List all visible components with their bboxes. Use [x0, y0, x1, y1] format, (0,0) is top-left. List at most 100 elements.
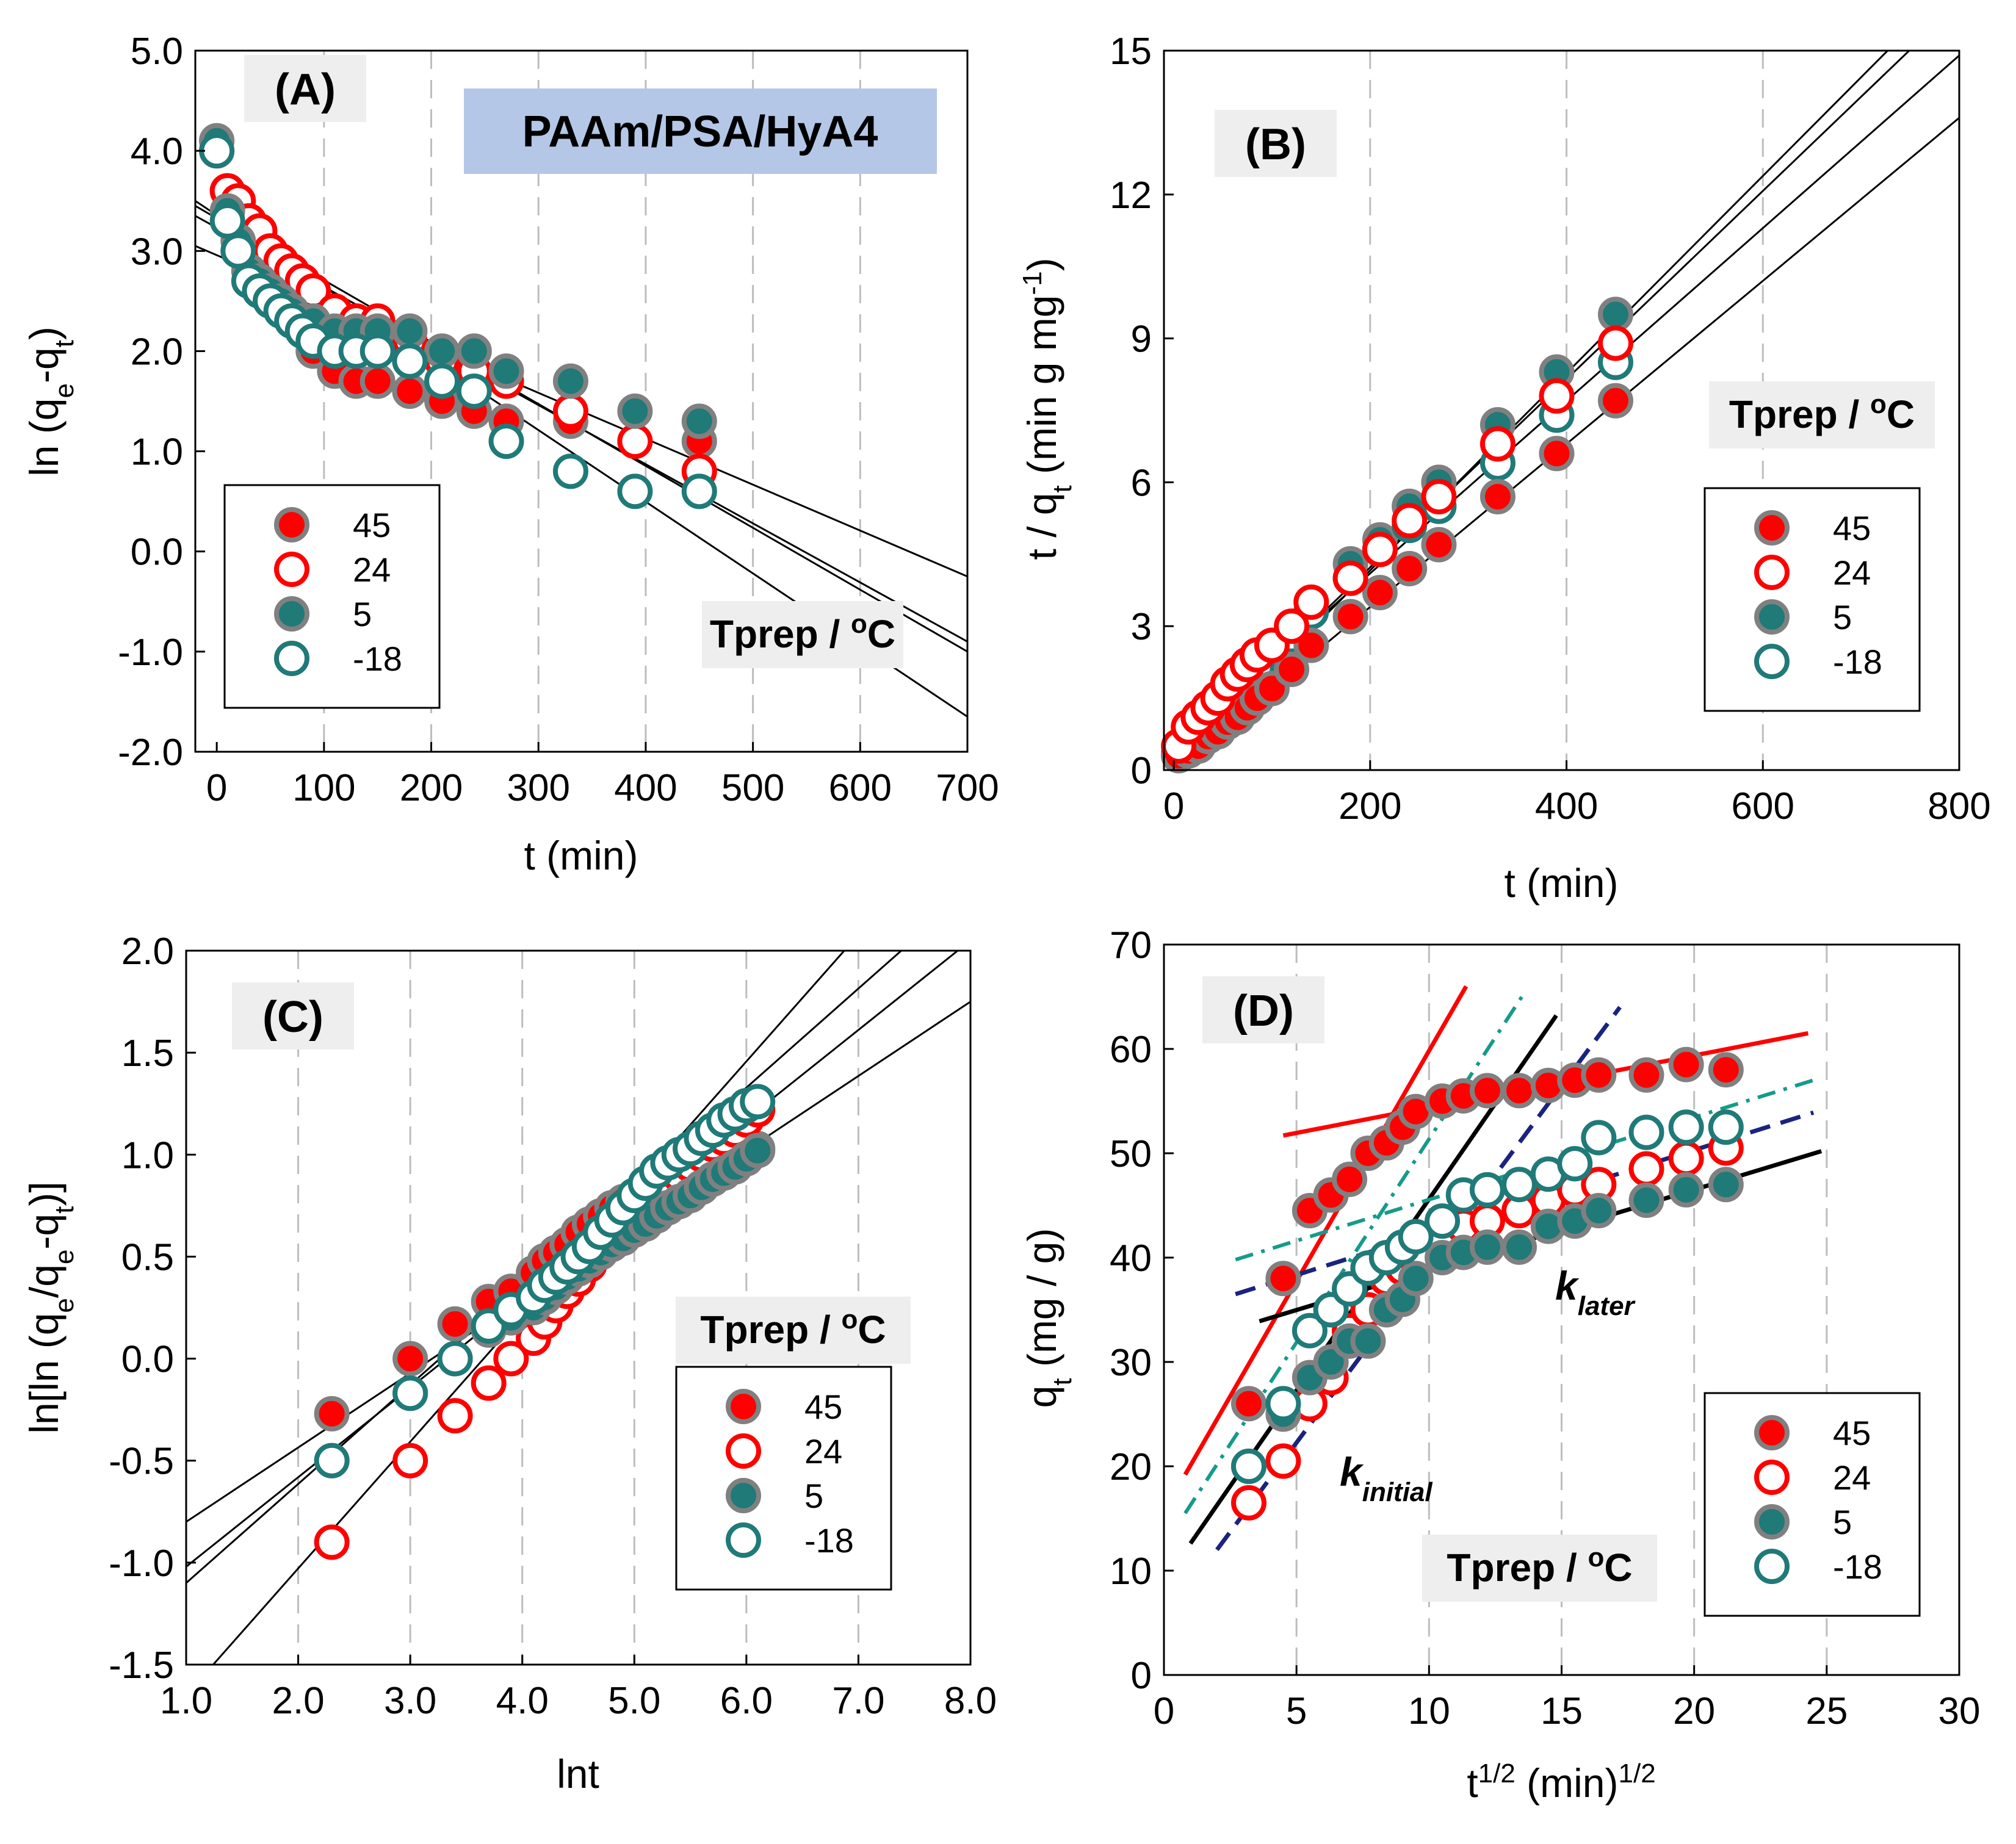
data-point	[437, 1341, 473, 1377]
data-point	[1350, 1323, 1386, 1359]
legend-marker	[1754, 1504, 1790, 1540]
legend-box	[1703, 487, 1921, 712]
k-initial-annotation: kinitial	[1340, 1449, 1433, 1507]
y-tick-label: -0.5	[109, 1441, 174, 1483]
y-tick-label: 1.0	[131, 431, 183, 474]
x-tick-label: 700	[936, 767, 999, 809]
panel-tag: (B)	[1245, 120, 1306, 169]
y-axis-label-part: e	[49, 1298, 79, 1313]
y-tick-label: 12	[1110, 175, 1152, 217]
legend-marker	[274, 552, 309, 587]
y-axis-label: qt (mg / g)	[1019, 1228, 1077, 1408]
data-point	[552, 363, 588, 399]
panel-a: 0 100 200 300 400 500 600 700 -2.0 -1.0 0.0 1.0 2.0 3…	[21, 31, 999, 878]
y-tick-label: -1.0	[109, 1543, 174, 1585]
legend-marker	[726, 1478, 761, 1513]
data-point	[1597, 383, 1633, 419]
legend-marker	[726, 1389, 761, 1424]
data-point	[1421, 478, 1457, 514]
y-axis-label-part: -q	[21, 347, 67, 383]
data-point	[359, 363, 396, 399]
data-point	[617, 423, 653, 459]
y-axis-label-part: )	[21, 326, 67, 340]
legend-marker	[274, 641, 309, 676]
y-tick-label: 20	[1110, 1446, 1152, 1488]
data-point	[199, 133, 235, 169]
data-point	[392, 1375, 428, 1411]
y-tick-label: 70	[1110, 924, 1152, 967]
data-point	[1230, 1386, 1266, 1422]
data-point	[424, 333, 460, 369]
data-point	[1708, 1167, 1744, 1203]
data-point	[1398, 1219, 1434, 1255]
legend: 45 24 5 -18	[1703, 1392, 1921, 1617]
legend-title-part: Tprep /	[1447, 1546, 1588, 1590]
x-tick-label: 30	[1938, 1690, 1981, 1732]
panel-tag-bg	[244, 55, 366, 122]
data-point	[456, 333, 492, 369]
panel-tag: (C)	[262, 993, 323, 1042]
data-point	[552, 393, 588, 429]
legend-marker	[1754, 599, 1790, 635]
figure-title-bg	[464, 88, 937, 174]
panel-tag-bg	[1215, 110, 1337, 177]
data-point	[1421, 527, 1457, 563]
data-point	[1425, 1203, 1461, 1239]
data-point	[392, 343, 428, 379]
y-tick-label: 4.0	[131, 131, 183, 173]
x-tick-label: 5	[1286, 1690, 1307, 1732]
data-point	[1469, 1073, 1505, 1109]
data-point	[392, 373, 428, 409]
y-tick-label: 5.0	[131, 31, 183, 73]
legend-label: 45	[804, 1388, 842, 1426]
y-tick-label: 3	[1131, 606, 1152, 648]
k-later-annotation: klater	[1555, 1263, 1636, 1321]
x-tick-label: 100	[292, 767, 355, 809]
y-tick-label: 60	[1110, 1029, 1152, 1071]
x-axis-label-part: (min)	[1516, 1760, 1619, 1806]
x-axis-label: t (min)	[524, 833, 638, 878]
legend-marker	[1754, 644, 1790, 679]
x-tick-label: 400	[1535, 785, 1598, 827]
y-tick-label: 50	[1110, 1133, 1152, 1175]
y-tick-label: -1.0	[118, 632, 183, 674]
data-point	[1628, 1182, 1664, 1218]
legend-label: 24	[1833, 553, 1871, 592]
data-point	[1539, 436, 1575, 472]
legend-title-part: C	[1604, 1546, 1632, 1590]
x-tick-label: 25	[1805, 1690, 1848, 1732]
data-point	[1292, 1313, 1328, 1349]
y-tick-label: 40	[1110, 1237, 1152, 1280]
data-point	[1581, 1120, 1617, 1156]
data-point	[471, 1365, 507, 1401]
legend-title: Tprep / oC	[700, 1305, 886, 1352]
y-axis-label-part: -q	[21, 1214, 67, 1250]
data-point	[437, 1398, 473, 1434]
legend-title: Tprep / oC	[1729, 389, 1915, 437]
data-point	[1392, 550, 1428, 586]
y-axis-label: t / qt (min g mg-1)	[1017, 258, 1077, 560]
x-tick-label: 10	[1408, 1690, 1450, 1732]
y-axis-label-part: )]	[21, 1181, 67, 1206]
data-point	[1501, 1073, 1537, 1109]
data-point	[314, 1524, 350, 1560]
data-point	[220, 233, 256, 269]
legend-title-part: Tprep /	[710, 612, 851, 656]
data-point	[617, 474, 653, 510]
x-tick-label: 200	[400, 767, 463, 809]
data-point	[437, 1306, 473, 1342]
y-tick-label: 0.5	[121, 1236, 174, 1278]
legend: 45 24 5 -18	[675, 1366, 892, 1591]
y-axis-label-part: t	[49, 340, 79, 347]
series--18	[199, 133, 717, 510]
y-tick-label: 10	[1110, 1550, 1152, 1593]
data-point	[681, 403, 717, 439]
data-point	[1293, 584, 1329, 620]
panel-d: 0 5 10 15 20 25 30 0 10 20 30 40 50 60 70 (D) 45 24 5 -18 Tp…	[1019, 924, 1980, 1806]
legend-title-bg	[1422, 1535, 1657, 1602]
x-tick-label: 200	[1339, 785, 1401, 827]
legend-label: 5	[1833, 1503, 1852, 1541]
y-tick-label: 9	[1131, 319, 1152, 361]
legend-marker	[1754, 555, 1790, 590]
legend-label: 5	[1833, 598, 1852, 636]
